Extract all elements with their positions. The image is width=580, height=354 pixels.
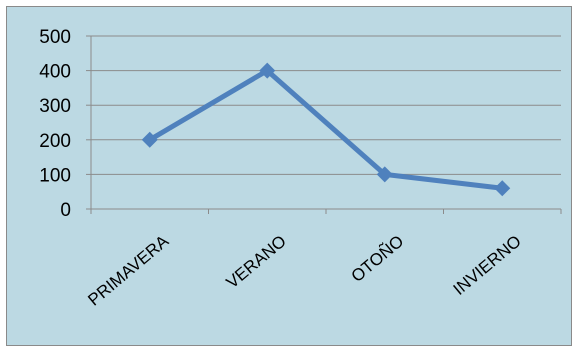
chart-background bbox=[7, 7, 571, 345]
y-tick-label: 400 bbox=[39, 62, 71, 83]
y-tick-label: 0 bbox=[60, 200, 71, 221]
y-tick-label: 300 bbox=[39, 96, 71, 117]
data-point bbox=[141, 131, 158, 148]
series-line bbox=[147, 68, 505, 191]
data-point bbox=[259, 62, 276, 79]
data-point bbox=[376, 166, 393, 183]
data-point bbox=[494, 180, 511, 197]
chart-frame: 0 100 200 300 400 500 PRIMAVERA VERANO OTOÑO INV… bbox=[6, 6, 572, 346]
y-tick-label: 100 bbox=[39, 165, 71, 186]
y-tick-label: 500 bbox=[39, 27, 71, 48]
y-tick-label: 200 bbox=[39, 131, 71, 152]
